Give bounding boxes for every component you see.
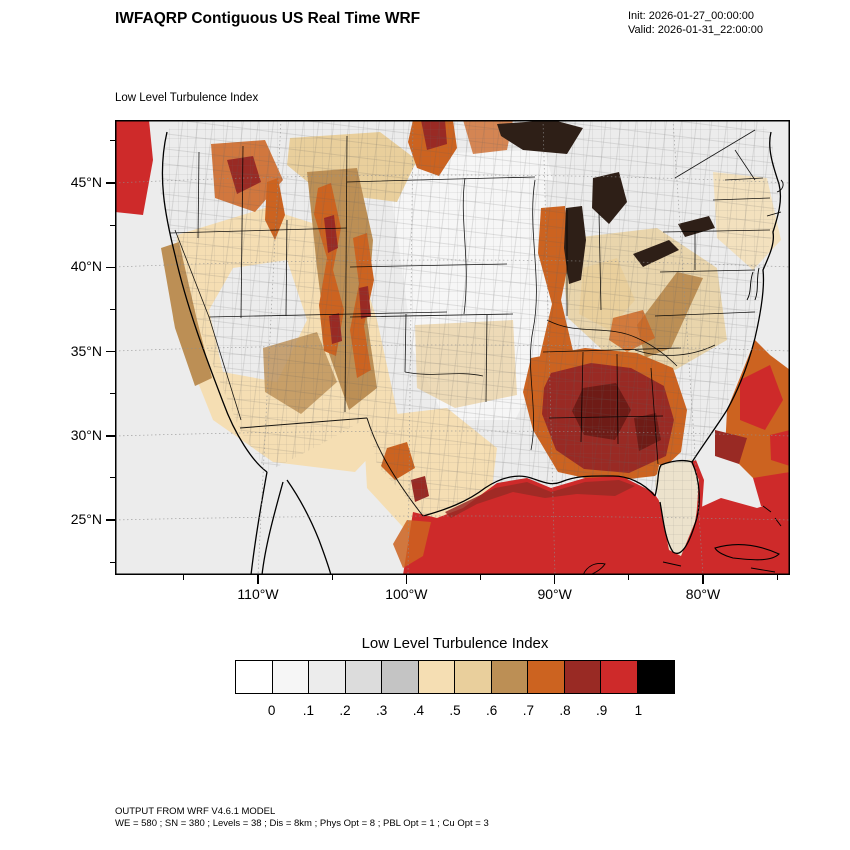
valid-time-label: Valid: 2026-01-31_22:00:00: [628, 24, 763, 36]
y-axis-minor-tick: [110, 224, 115, 226]
y-axis-minor-tick: [110, 140, 115, 142]
colorbar-swatch: [271, 660, 310, 694]
colorbar-tick-label: .3: [376, 703, 388, 718]
footer-model-line: OUTPUT FROM WRF V4.6.1 MODEL: [115, 806, 276, 817]
state-borders: [169, 129, 771, 517]
y-axis-minor-tick: [110, 477, 115, 479]
colorbar-tick-label: .1: [302, 703, 314, 718]
colorbar-tick-label: .8: [559, 703, 571, 718]
y-axis-minor-tick: [110, 393, 115, 395]
y-axis-minor-tick: [110, 561, 115, 563]
y-axis-tick: [106, 350, 115, 353]
y-axis-tick: [106, 519, 115, 521]
colorbar-swatch: [235, 660, 274, 694]
graticule: [114, 119, 791, 576]
colorbar-swatch: [417, 660, 456, 694]
map-frame: [114, 119, 791, 576]
colorbar-swatch: [381, 660, 420, 694]
colorbar-tick-label: 1: [634, 703, 643, 718]
turbulence-map-canvas: [114, 119, 791, 576]
x-axis-tick: [702, 575, 704, 584]
x-axis-minor-tick: [331, 575, 333, 580]
colorbar-tick-label: 0: [267, 703, 276, 718]
y-axis-tick-label: 45°N: [70, 174, 102, 190]
y-axis-tick-label: 30°N: [70, 426, 102, 443]
y-axis-tick: [106, 266, 115, 268]
y-axis-tick: [106, 182, 115, 184]
colorbar-tick-label: .4: [412, 703, 424, 718]
colorbar-swatch: [490, 660, 529, 694]
colorbar-tick-labels: 0 .1 .2 .3 .4 .5 .6 .7 .8 .9 1: [235, 703, 675, 721]
x-axis-tick-label: 110°W: [237, 586, 279, 602]
county-texture-layer: [160, 120, 779, 556]
colorbar-swatch: [637, 660, 676, 694]
init-time-label: Init: 2026-01-27_00:00:00: [628, 10, 754, 22]
great-lakes: [497, 120, 715, 284]
colorbar-tick-label: .5: [449, 703, 461, 718]
x-axis-minor-tick: [628, 575, 630, 580]
x-axis-minor-tick: [480, 575, 481, 580]
colorbar-swatch: [563, 660, 602, 694]
model-run-times: Init: 2026-01-27_00:00:00 Valid: 2026-01…: [628, 9, 763, 37]
x-axis-tick-label: 90°W: [537, 586, 572, 602]
colorbar-tick-label: .6: [486, 703, 498, 718]
y-axis-tick-label: 35°N: [70, 342, 102, 359]
map-border: [115, 120, 790, 575]
x-axis-tick: [405, 575, 408, 584]
colorbar-boxes: [235, 660, 676, 694]
y-axis-tick: [106, 435, 115, 437]
x-axis-minor-tick: [183, 575, 185, 580]
colorbar-title: Low Level Turbulence Index: [361, 635, 549, 652]
coastlines: [161, 131, 784, 576]
x-axis-tick-label: 80°W: [685, 586, 721, 602]
colorbar-swatch: [600, 660, 639, 694]
colorbar-swatch: [308, 660, 347, 694]
footer-notes: OUTPUT FROM WRF V4.6.1 MODEL WE = 580 ; …: [115, 806, 489, 830]
y-axis-tick-label: 40°N: [70, 258, 102, 275]
x-axis-tick: [553, 575, 556, 584]
colorbar-tick-label: .9: [596, 703, 608, 718]
colorbar-tick-label: .7: [522, 703, 534, 718]
colorbar-tick-label: .2: [339, 703, 351, 718]
colorbar-swatch: [344, 660, 383, 694]
page-title: IWFAQRP Contiguous US Real Time WRF: [115, 10, 421, 27]
colorbar-swatch: [527, 660, 566, 694]
x-axis-tick: [257, 575, 259, 584]
colorbar-swatch: [454, 660, 493, 694]
x-axis-tick-label: 100°W: [385, 586, 428, 602]
x-axis-minor-tick: [776, 575, 778, 580]
y-axis-minor-tick: [110, 308, 115, 310]
footer-config-line: WE = 580 ; SN = 380 ; Levels = 38 ; Dis …: [115, 818, 489, 829]
y-axis-tick-label: 25°N: [70, 511, 102, 527]
field-subtitle: Low Level Turbulence Index: [115, 92, 259, 104]
